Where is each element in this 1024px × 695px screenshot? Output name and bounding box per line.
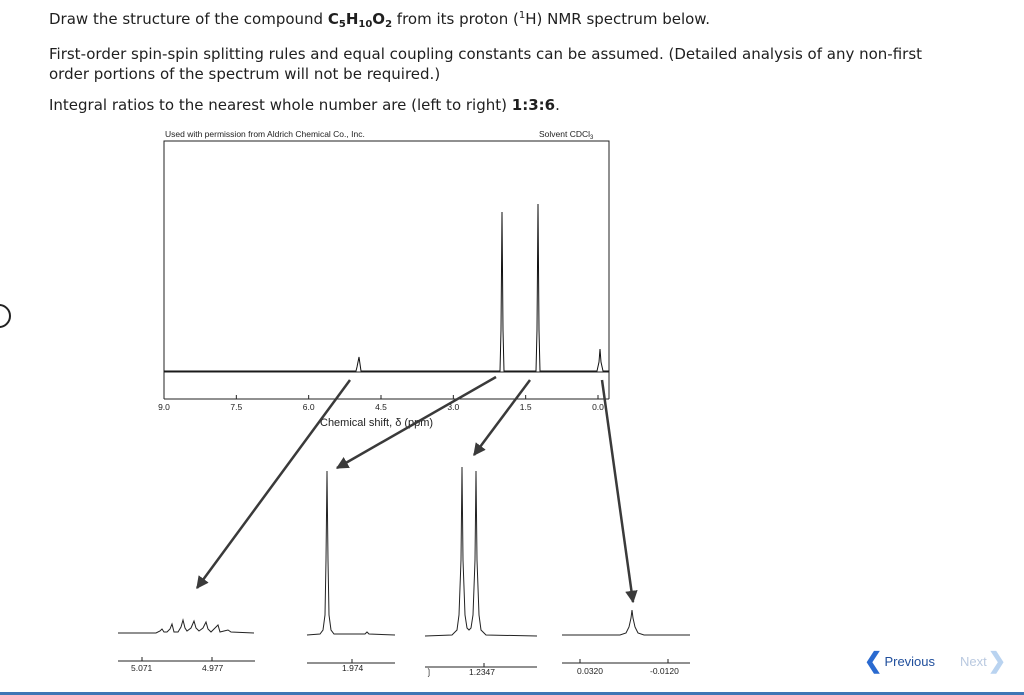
x-tick-label: 3.0 — [447, 402, 459, 412]
inset-tick-label: 5.071 — [131, 663, 153, 673]
inset-tick-label: 4.977 — [202, 663, 224, 673]
inset-multiplet: 5.071 4.977 — [118, 618, 255, 673]
arrow-to-tms — [600, 379, 638, 604]
next-button[interactable]: Next ❯ — [960, 650, 1006, 672]
question-suffix: ) NMR spectrum below. — [536, 10, 710, 28]
question-mid: from its proton ( — [392, 10, 519, 28]
spectrum-frame — [163, 140, 610, 373]
bottom-bar — [0, 692, 1024, 695]
x-tick-label: 1.5 — [520, 402, 532, 412]
integral-ratio: 1:3:6 — [511, 96, 556, 114]
previous-label: Previous — [884, 653, 936, 669]
inset-edge-mark: ❳ — [425, 667, 433, 678]
inset-multiplet-trace — [118, 618, 255, 634]
inset-tms-trace — [562, 609, 690, 636]
x-tick-label: 4.5 — [375, 402, 387, 412]
chevron-left-icon: ❮ — [864, 648, 883, 673]
question-prefix: Draw the structure of the compound — [49, 10, 328, 28]
inset-singlet: 1.974 — [306, 470, 396, 673]
arrow-to-multiplet — [195, 379, 352, 590]
nucleus: H — [525, 10, 537, 28]
nucleus-mass: 1 — [518, 10, 526, 21]
arrow-to-doublet — [472, 379, 532, 457]
arrow-to-singlet — [335, 375, 497, 470]
inset-tms: 0.0320 -0.0120 — [562, 609, 690, 676]
x-tick-label: 0.0 — [592, 402, 604, 412]
inset-tick-label: 1.2347 — [469, 667, 495, 677]
molecular-formula: C5H10O2 — [327, 10, 393, 30]
question-line-4: Integral ratios to the nearest whole num… — [49, 96, 560, 114]
inset-doublet-trace — [424, 466, 538, 637]
inset-tick-label: 1.974 — [342, 663, 364, 673]
solvent-label: Solvent CDCl3 — [539, 129, 594, 141]
question-line-2: First-order spin-spin splitting rules an… — [49, 45, 923, 63]
x-axis-label: Chemical shift, δ (ppm) — [320, 417, 433, 429]
inset-doublet: 1.2347 ❳ — [424, 466, 538, 678]
next-label: Next — [960, 653, 987, 669]
x-tick-label: 7.5 — [230, 402, 242, 412]
credit-text: Used with permission from Aldrich Chemic… — [165, 129, 365, 139]
inset-tick-label: 0.0320 — [577, 666, 603, 676]
question-line-3: order portions of the spectrum will not … — [49, 65, 441, 83]
inset-tick-label: -0.0120 — [650, 666, 679, 676]
x-tick-label: 6.0 — [303, 402, 315, 412]
spectrum-trace — [164, 203, 609, 372]
previous-button[interactable]: ❮ Previous — [864, 650, 935, 672]
x-axis-ticks: 9.0 7.5 6.0 4.5 3.0 1.5 0.0 — [158, 395, 604, 412]
x-tick-label: 9.0 — [158, 402, 170, 412]
question-line-1: Draw the structure of the compound C5H10… — [49, 9, 710, 30]
inset-singlet-trace — [306, 470, 396, 636]
chevron-right-icon: ❯ — [987, 648, 1007, 673]
